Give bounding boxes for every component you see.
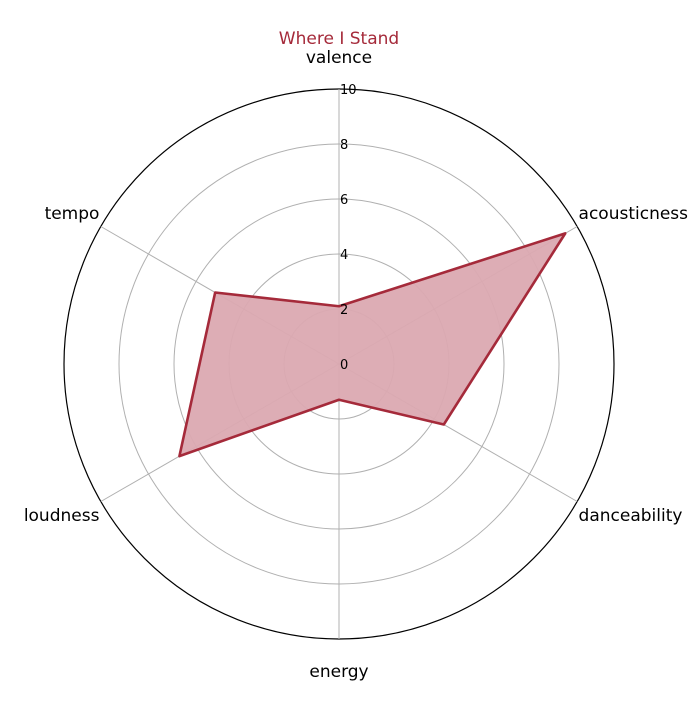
series-area [179, 233, 566, 457]
data-series [178, 232, 567, 458]
tick-label: 0 [340, 358, 348, 373]
axis-label-danceability: danceability [579, 506, 683, 526]
tick-label: 2 [340, 303, 348, 318]
chart-title: Where I Stand [279, 29, 399, 49]
tick-label: 8 [340, 138, 348, 153]
tick-label: 4 [340, 248, 348, 263]
axis-labels: valence acousticness danceability energy lou… [24, 48, 688, 682]
radial-tick-labels: 0 2 4 6 8 10 [340, 83, 357, 373]
axis-label-tempo: tempo [45, 204, 100, 224]
axis-label-acousticness: acousticness [579, 204, 689, 224]
axis-label-valence: valence [306, 48, 372, 68]
series-line [178, 232, 567, 458]
axis-label-loudness: loudness [24, 506, 100, 526]
axis-label-energy: energy [309, 662, 368, 682]
tick-label: 10 [340, 83, 357, 98]
tick-label: 6 [340, 193, 348, 208]
